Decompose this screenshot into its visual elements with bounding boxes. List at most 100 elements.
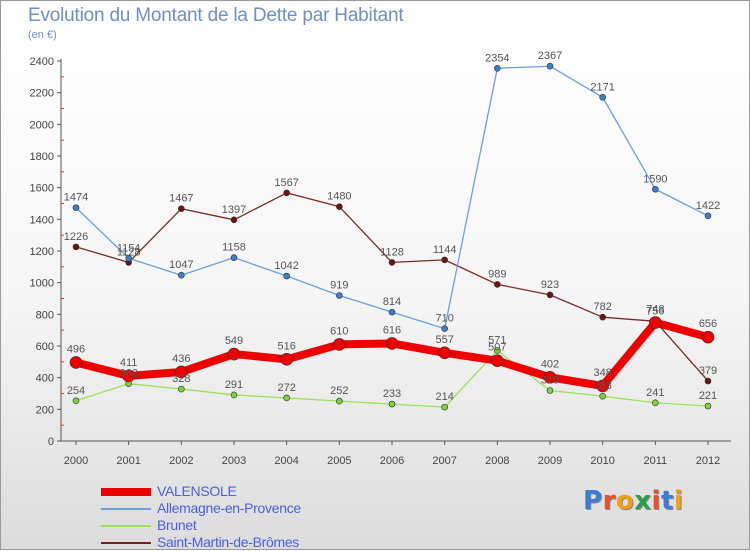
data-label: 1422 <box>696 200 720 212</box>
legend-label-allemagne: Allemagne-en-Provence <box>157 500 301 516</box>
data-point <box>494 281 501 288</box>
data-label: 241 <box>646 387 664 399</box>
legend-swatch-allemagne <box>101 508 151 510</box>
proxiti-logo: Proxiti <box>583 486 684 516</box>
data-label: 923 <box>541 279 559 291</box>
y-tick-label: 200 <box>36 404 54 416</box>
data-label: 1467 <box>169 193 193 205</box>
y-tick-label: 400 <box>36 373 54 385</box>
data-label: 2354 <box>485 52 509 64</box>
x-tick-label: 2002 <box>169 455 193 467</box>
data-label: 557 <box>435 334 453 346</box>
data-label: 1144 <box>433 244 457 256</box>
data-point <box>652 399 659 407</box>
data-label: 549 <box>225 335 243 347</box>
y-tick-label: 600 <box>36 341 54 353</box>
data-point <box>704 212 712 220</box>
data-label: 2171 <box>590 81 614 93</box>
x-tick-label: 2012 <box>696 455 720 467</box>
data-point <box>72 243 80 251</box>
data-label: 814 <box>383 296 401 308</box>
data-point <box>494 347 501 354</box>
legend-label-valensole: VALENSOLE <box>157 483 237 499</box>
data-point <box>491 354 504 368</box>
data-point <box>125 254 132 262</box>
data-point <box>599 93 606 101</box>
data-point <box>599 392 606 400</box>
y-tick-label: 2400 <box>30 56 54 68</box>
chart-subtitle: (en €) <box>28 29 57 41</box>
data-point <box>441 256 448 264</box>
data-point <box>336 292 343 299</box>
data-point <box>388 259 396 266</box>
data-label: 283 <box>593 380 611 392</box>
data-label: 756 <box>646 305 664 317</box>
data-label: 1047 <box>169 259 193 271</box>
data-label: 436 <box>172 353 190 365</box>
data-point <box>336 397 343 405</box>
data-point <box>283 272 290 280</box>
data-point <box>543 371 557 384</box>
data-label: 214 <box>435 391 453 403</box>
data-point <box>494 64 501 72</box>
data-point <box>652 185 659 193</box>
x-tick-label: 2009 <box>538 455 562 467</box>
data-point <box>441 403 448 411</box>
data-label: 1128 <box>380 246 404 258</box>
data-label: 2367 <box>538 50 562 62</box>
x-tick-label: 2001 <box>116 455 140 467</box>
data-label: 254 <box>67 385 85 397</box>
data-point <box>283 189 290 197</box>
data-label: 379 <box>699 365 717 377</box>
data-point <box>178 205 185 213</box>
data-point <box>704 402 712 410</box>
data-point <box>69 356 83 369</box>
data-label: 507 <box>488 342 506 354</box>
data-label: 221 <box>699 390 717 402</box>
data-point <box>704 377 712 385</box>
y-tick-label: 2000 <box>30 119 54 131</box>
data-point <box>388 308 396 316</box>
data-point <box>385 337 399 350</box>
y-tick-label: 1000 <box>30 278 54 290</box>
data-label: 362 <box>119 368 137 380</box>
legend-swatch-brunet <box>101 525 151 527</box>
data-point <box>438 346 451 360</box>
y-tick-label: 1600 <box>30 183 54 195</box>
data-label: 989 <box>488 268 506 280</box>
data-label: 1567 <box>274 177 298 189</box>
data-point <box>72 204 80 211</box>
data-point <box>388 400 396 408</box>
data-label: 1480 <box>327 191 351 203</box>
data-label: 516 <box>277 340 295 352</box>
data-label: 610 <box>330 325 348 337</box>
series-line-0 <box>75 192 709 382</box>
data-point <box>333 338 346 351</box>
data-label: 233 <box>383 388 401 400</box>
legend-swatch-saint-martin <box>101 542 151 544</box>
data-point <box>72 397 80 405</box>
y-tick-label: 1200 <box>30 246 54 258</box>
data-point <box>227 347 241 361</box>
legend-swatch-valensole <box>101 488 151 496</box>
data-point <box>178 385 185 393</box>
legend-label-brunet: Brunet <box>157 517 197 533</box>
x-tick-label: 2008 <box>485 455 509 467</box>
data-label: 252 <box>330 385 348 397</box>
data-label: 402 <box>541 358 559 370</box>
y-tick-label: 1800 <box>30 151 54 163</box>
data-point <box>546 62 554 70</box>
data-point <box>230 254 238 261</box>
data-label: 1128 <box>117 246 141 258</box>
x-tick-label: 2007 <box>432 455 456 467</box>
x-tick-label: 2005 <box>327 455 351 467</box>
data-point <box>649 316 662 329</box>
data-label: 291 <box>225 379 243 391</box>
data-label: 571 <box>488 335 506 347</box>
y-tick-label: 0 <box>48 436 54 448</box>
data-point <box>546 291 554 299</box>
data-point <box>178 271 185 279</box>
data-label: 1042 <box>274 260 298 272</box>
data-label: 1590 <box>643 173 667 185</box>
